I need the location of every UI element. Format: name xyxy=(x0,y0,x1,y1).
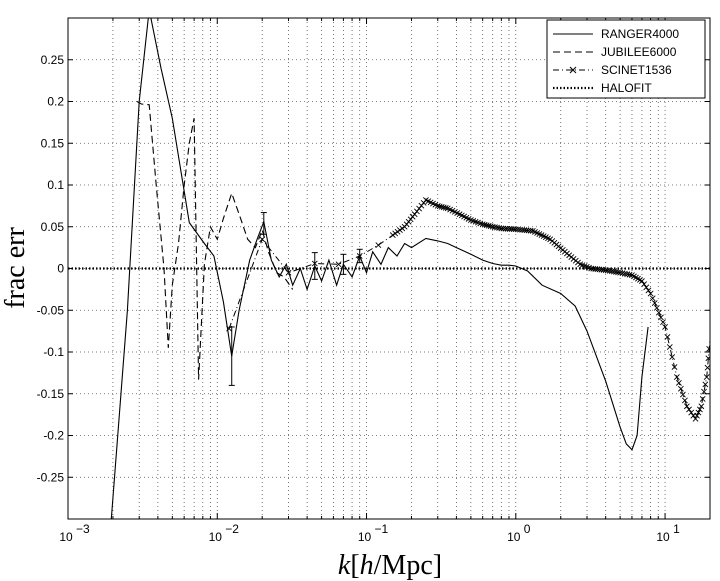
tick-labels: 0.25 0.2 0.15 0.1 0.05 0 -0.05 -0.1 -0.15 -0.2 -0.… xyxy=(37,53,680,544)
scinet-marker xyxy=(655,309,662,316)
scinet-marker xyxy=(681,397,688,404)
legend-marker xyxy=(569,66,577,74)
scinet-marker xyxy=(335,261,342,268)
scinet-marker xyxy=(285,269,292,276)
y-tick-label: 0.2 xyxy=(47,95,64,109)
y-tick-label: -0.25 xyxy=(37,470,65,484)
scinet-marker xyxy=(651,300,658,307)
scinet-marker xyxy=(677,385,684,392)
x-tick-label: 10 xyxy=(656,530,670,544)
x-tick-exponent: −1 xyxy=(375,522,389,536)
scinet-marker xyxy=(664,334,671,340)
x-axis-label: k[h/Mpc] xyxy=(338,550,442,581)
scinet-marker xyxy=(699,396,706,402)
legend: RANGER4000 JUBILEE6000 SCINET1536 HALOFIT xyxy=(546,19,706,99)
x-tick-exponent: −3 xyxy=(76,522,90,536)
scinet-marker xyxy=(696,406,703,413)
series-ranger4000 xyxy=(110,18,649,519)
scinet-marker xyxy=(660,319,666,326)
scinet-marker xyxy=(653,304,660,311)
y-axis-label: frac err xyxy=(0,227,31,309)
y-tick-label: 0 xyxy=(57,262,64,276)
errorbar-layer xyxy=(228,212,363,386)
y-tick-label: 0.1 xyxy=(47,178,64,192)
scinet-marker xyxy=(645,287,652,294)
x-axis-label-part: [ xyxy=(350,550,359,581)
scinet-marker xyxy=(259,236,266,243)
scinet-marker xyxy=(375,242,382,249)
y-tick-label: 0.25 xyxy=(41,53,65,67)
scinet-marker xyxy=(658,314,664,321)
scinet-marker xyxy=(527,227,534,234)
scinet-marker xyxy=(641,281,648,288)
scinet-marker xyxy=(679,391,686,398)
scinet-marker xyxy=(703,374,710,380)
legend-label-jubilee6000: JUBILEE6000 xyxy=(601,45,677,59)
scinet-marker xyxy=(702,381,709,388)
y-tick-label: -0.1 xyxy=(43,345,64,359)
scinet-marker xyxy=(662,324,668,330)
scinet-marker xyxy=(643,284,650,291)
x-tick-exponent: 0 xyxy=(524,522,531,536)
scinet-marker xyxy=(698,403,705,410)
scinet-marker xyxy=(615,269,621,276)
scinet-marker xyxy=(688,409,695,416)
y-tick-label: 0.05 xyxy=(41,220,65,234)
x-tick-label: 10 xyxy=(209,530,223,544)
scinet-marker xyxy=(675,379,682,386)
scinet-marker xyxy=(669,354,676,360)
scinet-marker xyxy=(649,295,656,302)
scinet-marker xyxy=(647,290,654,297)
series-jubilee6000 xyxy=(136,101,294,380)
scinet-marker xyxy=(666,344,673,350)
y-tick-label: -0.15 xyxy=(37,387,65,401)
legend-box xyxy=(546,19,706,99)
series-scinet1536 xyxy=(228,199,710,420)
x-tick-exponent: 1 xyxy=(673,522,680,536)
y-tick-label: -0.2 xyxy=(43,429,64,443)
scinet-marker xyxy=(673,374,680,380)
series-layer xyxy=(110,18,710,519)
scinet-marker xyxy=(442,204,449,211)
y-tick-label: 0.15 xyxy=(41,136,65,150)
scinet-marker xyxy=(706,345,710,352)
scinet-marker xyxy=(705,355,710,362)
scinet-marker xyxy=(683,403,690,410)
scinet-marker xyxy=(695,409,702,416)
scinet-marker xyxy=(694,412,700,419)
legend-label-scinet1536: SCINET1536 xyxy=(601,63,672,77)
x-tick-label: 10 xyxy=(507,530,521,544)
ticks xyxy=(67,18,711,519)
legend-label-ranger4000: RANGER4000 xyxy=(601,27,679,41)
legend-label-halofit: HALOFIT xyxy=(601,81,652,95)
scinet-marker xyxy=(686,406,692,413)
scinet-marker xyxy=(704,364,710,371)
scinet-marker xyxy=(639,278,645,284)
x-axis-label-part: h xyxy=(360,550,374,581)
x-tick-label: 10 xyxy=(358,530,372,544)
y-tick-label: -0.05 xyxy=(37,303,65,317)
scinet-marker xyxy=(671,364,678,370)
x-axis-label-part: /Mpc] xyxy=(374,550,442,581)
x-tick-label: 10 xyxy=(59,530,73,544)
scinet-marker xyxy=(692,415,699,422)
x-axis-label-part: k xyxy=(338,550,351,581)
x-tick-exponent: −2 xyxy=(225,522,239,536)
